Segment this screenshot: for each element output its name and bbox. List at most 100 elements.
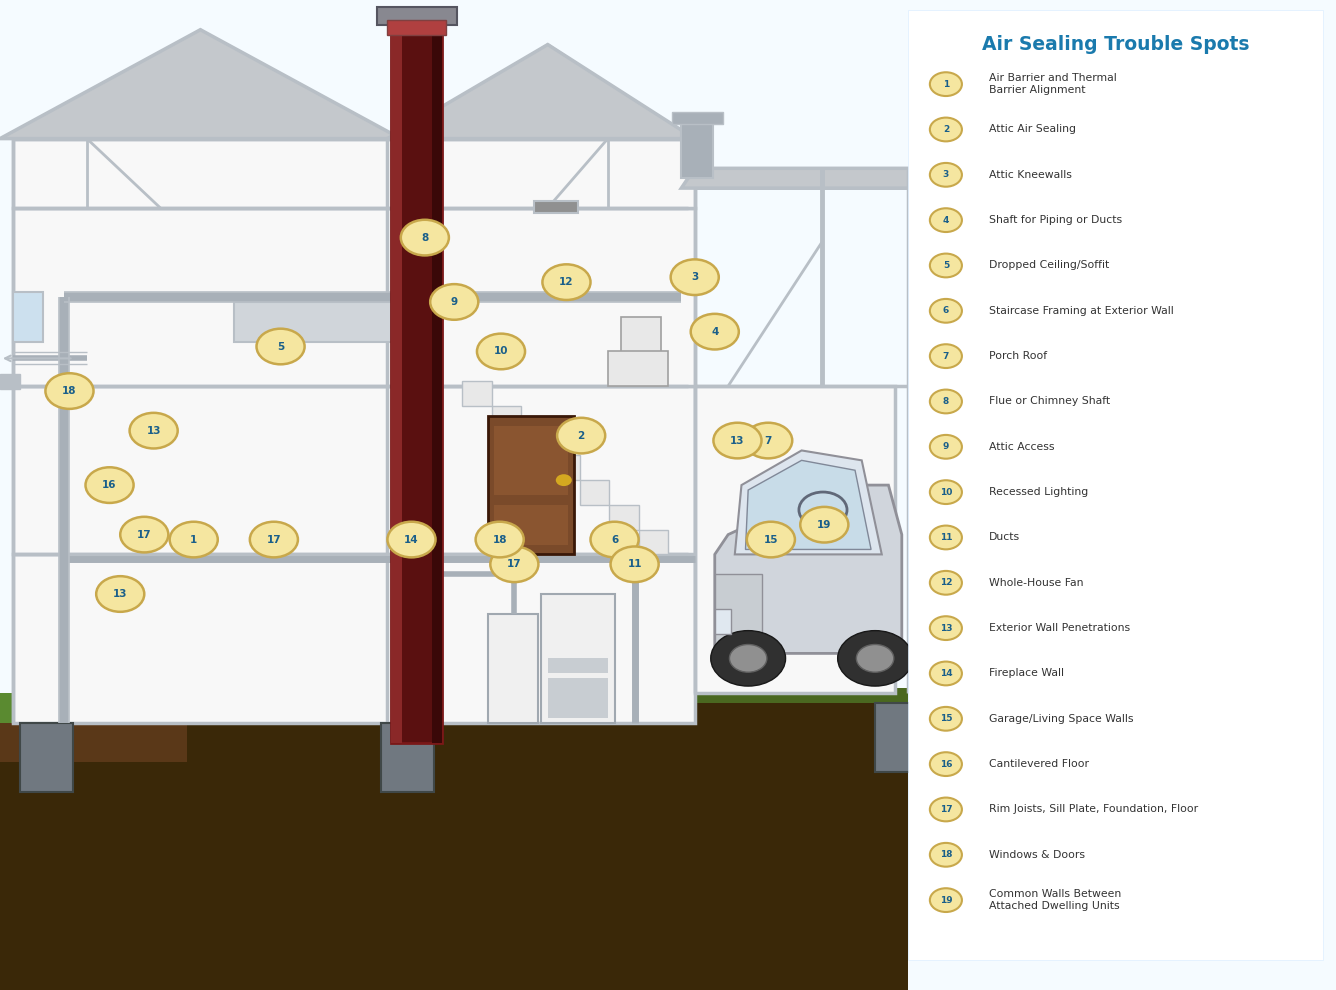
- Circle shape: [476, 522, 524, 557]
- Text: 15: 15: [939, 715, 953, 724]
- Text: 17: 17: [939, 805, 953, 814]
- Text: 12: 12: [560, 277, 573, 287]
- Text: 2: 2: [577, 431, 585, 441]
- Bar: [488, 416, 574, 554]
- Circle shape: [430, 284, 478, 320]
- Text: Ducts: Ducts: [989, 533, 1019, 543]
- Circle shape: [930, 842, 962, 866]
- Circle shape: [542, 264, 591, 300]
- Text: Rim Joists, Sill Plate, Foundation, Floor: Rim Joists, Sill Plate, Foundation, Floo…: [989, 805, 1198, 815]
- Bar: [377, 7, 457, 25]
- Bar: [381, 723, 434, 792]
- Text: 13: 13: [114, 589, 127, 599]
- Polygon shape: [715, 485, 902, 653]
- Bar: [621, 317, 661, 356]
- Text: 7: 7: [943, 351, 949, 360]
- Text: Attic Kneewalls: Attic Kneewalls: [989, 170, 1071, 180]
- Text: 17: 17: [138, 530, 151, 540]
- Text: 13: 13: [147, 426, 160, 436]
- Bar: [494, 505, 568, 545]
- Circle shape: [856, 644, 894, 672]
- Text: Garage/Living Space Walls: Garage/Living Space Walls: [989, 714, 1133, 724]
- Circle shape: [930, 798, 962, 822]
- Text: 11: 11: [939, 533, 953, 542]
- Circle shape: [930, 752, 962, 776]
- Circle shape: [387, 522, 436, 557]
- Text: Shaft for Piping or Ducts: Shaft for Piping or Ducts: [989, 215, 1122, 225]
- Circle shape: [130, 413, 178, 448]
- Circle shape: [930, 707, 962, 731]
- Bar: [668, 688, 908, 703]
- Circle shape: [713, 423, 762, 458]
- Circle shape: [930, 163, 962, 187]
- Text: Attic Air Sealing: Attic Air Sealing: [989, 125, 1075, 135]
- Bar: [639, 530, 668, 554]
- Text: 3: 3: [943, 170, 949, 179]
- Circle shape: [671, 259, 719, 295]
- Bar: [875, 703, 915, 772]
- Circle shape: [711, 631, 786, 686]
- Circle shape: [490, 546, 538, 582]
- Circle shape: [45, 373, 94, 409]
- Text: 4: 4: [943, 216, 949, 225]
- Bar: [462, 381, 492, 406]
- Text: Common Walls Between
Attached Dwelling Units: Common Walls Between Attached Dwelling U…: [989, 889, 1121, 912]
- Circle shape: [401, 220, 449, 255]
- Text: Whole-House Fan: Whole-House Fan: [989, 578, 1083, 588]
- Text: 16: 16: [103, 480, 116, 490]
- Bar: [681, 124, 713, 178]
- Text: 10: 10: [939, 488, 953, 497]
- Circle shape: [691, 314, 739, 349]
- Text: 9: 9: [450, 297, 458, 307]
- Text: 10: 10: [494, 346, 508, 356]
- Text: Flue or Chimney Shaft: Flue or Chimney Shaft: [989, 396, 1110, 407]
- Circle shape: [930, 299, 962, 323]
- Text: Dropped Ceiling/Soffit: Dropped Ceiling/Soffit: [989, 260, 1109, 270]
- Bar: [492, 406, 521, 431]
- Polygon shape: [608, 351, 668, 386]
- Text: 4: 4: [711, 327, 719, 337]
- Text: 15: 15: [764, 535, 778, 544]
- Circle shape: [729, 644, 767, 672]
- Bar: [13, 208, 401, 386]
- Text: 6: 6: [943, 306, 949, 315]
- Circle shape: [930, 888, 962, 912]
- Text: Fireplace Wall: Fireplace Wall: [989, 668, 1063, 678]
- Text: 3: 3: [691, 272, 699, 282]
- Circle shape: [744, 423, 792, 458]
- Circle shape: [930, 480, 962, 504]
- Bar: [20, 723, 73, 792]
- Bar: [488, 614, 538, 723]
- Polygon shape: [0, 30, 401, 139]
- Text: 16: 16: [939, 759, 953, 768]
- Bar: [0, 713, 187, 762]
- Bar: [391, 20, 402, 742]
- Text: 9: 9: [943, 443, 949, 451]
- Text: Porch Roof: Porch Roof: [989, 351, 1047, 361]
- Text: Exterior Wall Penetrations: Exterior Wall Penetrations: [989, 623, 1130, 634]
- Circle shape: [930, 390, 962, 414]
- Bar: [672, 112, 723, 124]
- Circle shape: [930, 526, 962, 549]
- Text: 17: 17: [508, 559, 521, 569]
- Circle shape: [86, 467, 134, 503]
- Circle shape: [930, 118, 962, 142]
- Text: 13: 13: [939, 624, 953, 633]
- Text: 13: 13: [731, 436, 744, 446]
- Bar: [668, 693, 908, 762]
- Bar: [432, 20, 442, 742]
- Circle shape: [747, 522, 795, 557]
- Text: 19: 19: [818, 520, 831, 530]
- Text: 19: 19: [939, 896, 953, 905]
- Circle shape: [930, 571, 962, 595]
- Bar: [13, 292, 43, 342]
- Bar: [13, 386, 401, 554]
- Circle shape: [120, 517, 168, 552]
- Polygon shape: [387, 45, 695, 139]
- Circle shape: [170, 522, 218, 557]
- Text: 18: 18: [493, 535, 506, 544]
- Text: 12: 12: [939, 578, 953, 587]
- Bar: [13, 554, 401, 723]
- Bar: [548, 658, 608, 673]
- Circle shape: [930, 661, 962, 685]
